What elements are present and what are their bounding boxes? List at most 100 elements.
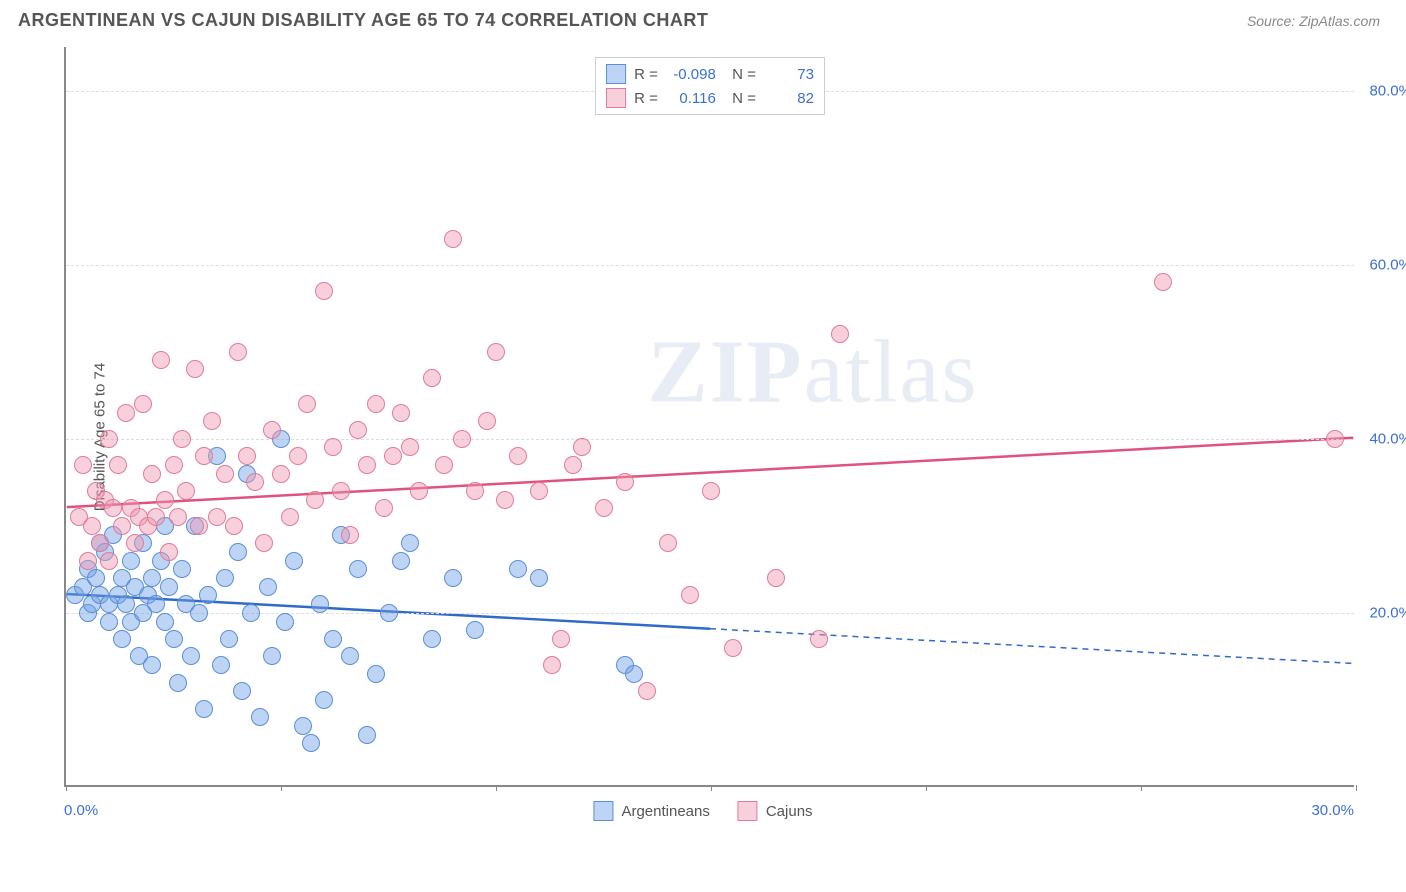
data-point [324, 630, 342, 648]
data-point [117, 404, 135, 422]
data-point [147, 508, 165, 526]
x-tick-mark [496, 785, 497, 791]
data-point [509, 560, 527, 578]
data-point [509, 447, 527, 465]
legend-item: Argentineans [593, 801, 709, 821]
data-point [466, 621, 484, 639]
chart-title: ARGENTINEAN VS CAJUN DISABILITY AGE 65 T… [18, 10, 708, 31]
data-point [466, 482, 484, 500]
data-point [122, 552, 140, 570]
data-point [134, 395, 152, 413]
data-point [156, 491, 174, 509]
data-point [160, 543, 178, 561]
legend-n-label: N = [724, 90, 756, 107]
legend-r-value: -0.098 [666, 66, 716, 83]
data-point [423, 630, 441, 648]
data-point [315, 691, 333, 709]
data-point [543, 656, 561, 674]
data-point [109, 456, 127, 474]
data-point [453, 430, 471, 448]
data-point [113, 630, 131, 648]
data-point [117, 595, 135, 613]
x-tick-mark [281, 785, 282, 791]
x-tick-max: 30.0% [1311, 802, 1354, 819]
legend-row: R =0.116 N =82 [606, 86, 814, 110]
x-tick-mark [66, 785, 67, 791]
legend-top: R =-0.098 N =73R =0.116 N =82 [595, 57, 825, 115]
legend-swatch [606, 88, 626, 108]
data-point [444, 230, 462, 248]
data-point [375, 499, 393, 517]
data-point [255, 534, 273, 552]
data-point [74, 456, 92, 474]
data-point [199, 586, 217, 604]
data-point [659, 534, 677, 552]
legend-n-value: 73 [764, 66, 814, 83]
data-point [1154, 273, 1172, 291]
y-tick-label: 40.0% [1369, 430, 1406, 447]
data-point [238, 447, 256, 465]
data-point [100, 552, 118, 570]
data-point [423, 369, 441, 387]
y-tick-label: 80.0% [1369, 82, 1406, 99]
data-point [126, 534, 144, 552]
data-point [530, 569, 548, 587]
data-point [401, 438, 419, 456]
data-point [100, 613, 118, 631]
data-point [169, 674, 187, 692]
data-point [831, 325, 849, 343]
data-point [367, 395, 385, 413]
data-point [358, 456, 376, 474]
legend-swatch [606, 64, 626, 84]
data-point [625, 665, 643, 683]
data-point [294, 717, 312, 735]
data-point [552, 630, 570, 648]
data-point [315, 282, 333, 300]
data-point [298, 395, 316, 413]
data-point [530, 482, 548, 500]
x-tick-mark [1356, 785, 1357, 791]
data-point [216, 465, 234, 483]
data-point [169, 508, 187, 526]
chart-source: Source: ZipAtlas.com [1247, 13, 1380, 29]
data-point [564, 456, 582, 474]
data-point [225, 517, 243, 535]
legend-row: R =-0.098 N =73 [606, 62, 814, 86]
x-tick-mark [1141, 785, 1142, 791]
data-point [156, 613, 174, 631]
data-point [251, 708, 269, 726]
data-point [152, 351, 170, 369]
data-point [289, 447, 307, 465]
plot-area: ZIPatlas R =-0.098 N =73R =0.116 N =82 2… [64, 47, 1354, 787]
data-point [165, 630, 183, 648]
data-point [263, 421, 281, 439]
data-point [143, 569, 161, 587]
data-point [573, 438, 591, 456]
gridline [66, 439, 1354, 440]
legend-swatch [593, 801, 613, 821]
data-point [767, 569, 785, 587]
data-point [496, 491, 514, 509]
data-point [435, 456, 453, 474]
data-point [212, 656, 230, 674]
legend-n-label: N = [724, 66, 756, 83]
y-tick-label: 60.0% [1369, 256, 1406, 273]
chart-header: ARGENTINEAN VS CAJUN DISABILITY AGE 65 T… [0, 0, 1406, 37]
data-point [410, 482, 428, 500]
watermark: ZIPatlas [648, 320, 979, 423]
data-point [281, 508, 299, 526]
data-point [478, 412, 496, 430]
data-point [203, 412, 221, 430]
data-point [190, 604, 208, 622]
data-point [341, 647, 359, 665]
data-point [444, 569, 462, 587]
data-point [216, 569, 234, 587]
data-point [160, 578, 178, 596]
data-point [367, 665, 385, 683]
data-point [104, 499, 122, 517]
data-point [87, 569, 105, 587]
data-point [358, 726, 376, 744]
data-point [324, 438, 342, 456]
data-point [1326, 430, 1344, 448]
data-point [302, 734, 320, 752]
